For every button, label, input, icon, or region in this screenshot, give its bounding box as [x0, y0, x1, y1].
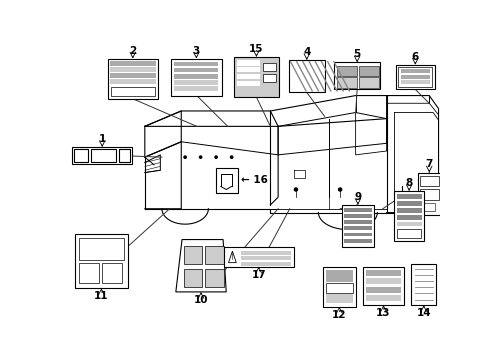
Text: 9: 9 — [354, 192, 361, 202]
Text: 10: 10 — [193, 295, 208, 305]
Bar — [74, 149, 88, 162]
Bar — [110, 67, 155, 72]
Bar — [75, 234, 127, 288]
Bar — [325, 294, 352, 303]
Bar — [72, 147, 132, 164]
Bar — [79, 238, 123, 260]
Circle shape — [183, 156, 186, 158]
Text: 5: 5 — [353, 49, 360, 59]
Bar — [423, 203, 434, 211]
Bar — [110, 80, 155, 84]
Bar — [205, 246, 224, 264]
Bar — [343, 208, 371, 212]
Text: 11: 11 — [94, 291, 108, 301]
Text: 15: 15 — [249, 44, 263, 54]
Bar — [358, 66, 378, 76]
Bar — [174, 74, 218, 78]
Bar — [343, 214, 371, 218]
Bar — [102, 263, 122, 283]
Bar — [241, 251, 290, 255]
Text: 7: 7 — [425, 159, 432, 170]
Text: 13: 13 — [375, 308, 390, 318]
Bar — [237, 67, 260, 72]
Bar — [393, 191, 423, 241]
Text: ← 16: ← 16 — [241, 175, 267, 185]
Text: 14: 14 — [416, 308, 430, 318]
Bar — [79, 263, 99, 283]
Bar — [343, 239, 371, 243]
Bar — [325, 270, 352, 282]
Circle shape — [294, 188, 297, 191]
Text: 3: 3 — [192, 45, 200, 55]
Bar — [110, 87, 155, 96]
Bar — [396, 194, 421, 199]
Bar — [110, 61, 155, 66]
Bar — [237, 74, 260, 80]
Bar — [396, 208, 421, 213]
Bar — [183, 269, 202, 287]
Bar — [396, 215, 421, 220]
Bar — [325, 283, 352, 293]
Bar — [288, 60, 324, 93]
Bar — [358, 77, 378, 88]
Bar — [343, 233, 371, 237]
Bar — [400, 75, 429, 78]
Bar — [183, 246, 202, 264]
Bar — [107, 59, 158, 99]
Bar — [237, 60, 260, 66]
Bar — [366, 270, 400, 276]
Bar — [410, 264, 435, 305]
Circle shape — [338, 188, 341, 191]
Bar — [417, 172, 440, 215]
Bar — [233, 57, 278, 97]
Bar — [397, 67, 431, 87]
Bar — [366, 295, 400, 301]
Bar — [396, 201, 421, 206]
Bar — [343, 226, 371, 230]
Text: 6: 6 — [411, 52, 418, 62]
Bar — [363, 266, 403, 305]
Text: 1: 1 — [99, 134, 105, 144]
Bar — [237, 81, 260, 86]
Bar — [366, 287, 400, 293]
Text: 4: 4 — [303, 47, 310, 57]
Circle shape — [199, 156, 202, 158]
Bar — [343, 220, 371, 224]
Bar — [341, 205, 373, 247]
Bar — [263, 63, 275, 71]
Bar — [205, 269, 224, 287]
Bar — [174, 86, 218, 91]
Bar — [419, 189, 438, 200]
Bar — [366, 278, 400, 284]
Bar — [400, 80, 429, 84]
Bar — [110, 73, 155, 78]
Bar — [397, 229, 420, 238]
Text: 12: 12 — [331, 310, 346, 320]
Bar — [241, 262, 290, 266]
Text: 2: 2 — [129, 45, 136, 55]
Bar — [171, 59, 221, 95]
Bar — [323, 266, 355, 306]
Bar — [174, 62, 218, 66]
Bar — [336, 66, 356, 76]
Text: 8: 8 — [405, 178, 412, 188]
Bar — [119, 149, 130, 162]
Bar — [241, 256, 290, 260]
Text: 17: 17 — [251, 270, 265, 280]
Bar — [396, 222, 421, 226]
Bar — [216, 168, 237, 193]
Bar — [174, 80, 218, 85]
Bar — [174, 68, 218, 72]
Bar — [400, 69, 429, 73]
Circle shape — [215, 156, 217, 158]
Bar — [395, 65, 434, 89]
Bar — [224, 247, 293, 266]
Bar — [91, 149, 116, 162]
Bar — [419, 176, 438, 186]
Bar — [263, 74, 275, 82]
Bar — [333, 62, 380, 89]
Circle shape — [230, 156, 232, 158]
Bar — [336, 77, 356, 88]
